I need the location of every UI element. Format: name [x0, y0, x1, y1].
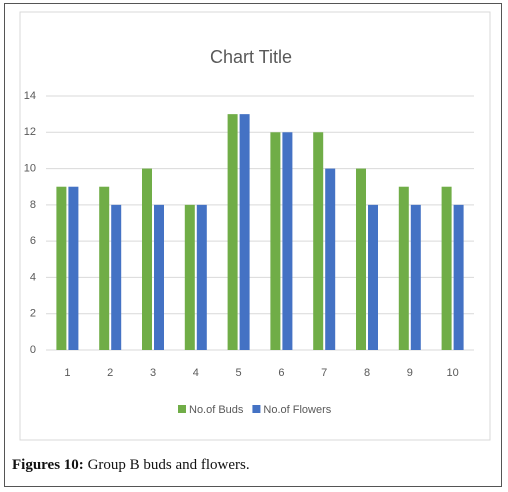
bar	[111, 204, 122, 350]
bar	[99, 186, 110, 350]
x-tick-label: 1	[64, 367, 70, 379]
caption-label: Figures 10:	[12, 457, 84, 473]
y-tick-label: 8	[30, 199, 36, 211]
x-tick-label: 10	[446, 367, 458, 379]
x-tick-label: 7	[321, 367, 327, 379]
bar	[56, 186, 67, 350]
y-tick-label: 6	[30, 235, 36, 247]
bar	[239, 114, 250, 351]
bar	[441, 186, 452, 350]
x-tick-label: 2	[107, 367, 113, 379]
legend-swatch	[178, 405, 186, 413]
y-tick-label: 14	[24, 90, 36, 102]
x-tick-label: 4	[193, 367, 199, 379]
bar	[410, 204, 421, 350]
x-tick-label: 6	[278, 367, 284, 379]
bar	[227, 114, 238, 351]
legend-label: No.of Flowers	[263, 404, 331, 416]
x-tick-label: 9	[407, 367, 413, 379]
y-tick-label: 2	[30, 308, 36, 320]
bar	[184, 204, 195, 350]
y-tick-label: 0	[30, 344, 36, 356]
chart-title: Chart Title	[210, 47, 292, 67]
y-tick-label: 4	[30, 271, 36, 283]
bar	[368, 204, 378, 350]
bar	[270, 132, 281, 350]
legend-swatch	[252, 405, 261, 413]
bar	[313, 132, 324, 350]
caption: Figures 10: Group B buds and flowers.	[12, 457, 250, 474]
bar	[154, 204, 164, 350]
bar	[142, 168, 152, 350]
bar	[68, 186, 79, 350]
y-tick-label: 10	[24, 162, 36, 174]
bar	[356, 168, 366, 350]
x-tick-label: 3	[150, 367, 156, 379]
bar	[196, 204, 207, 350]
figure-frame	[4, 3, 502, 487]
x-tick-label: 8	[364, 367, 370, 379]
bar	[325, 168, 336, 350]
caption-text: Group B buds and flowers.	[87, 457, 250, 473]
legend-label: No.of Buds	[189, 404, 244, 416]
y-tick-label: 12	[24, 126, 36, 138]
bar	[398, 186, 409, 350]
bar	[282, 132, 293, 350]
bar	[453, 204, 464, 350]
x-tick-label: 5	[236, 367, 242, 379]
